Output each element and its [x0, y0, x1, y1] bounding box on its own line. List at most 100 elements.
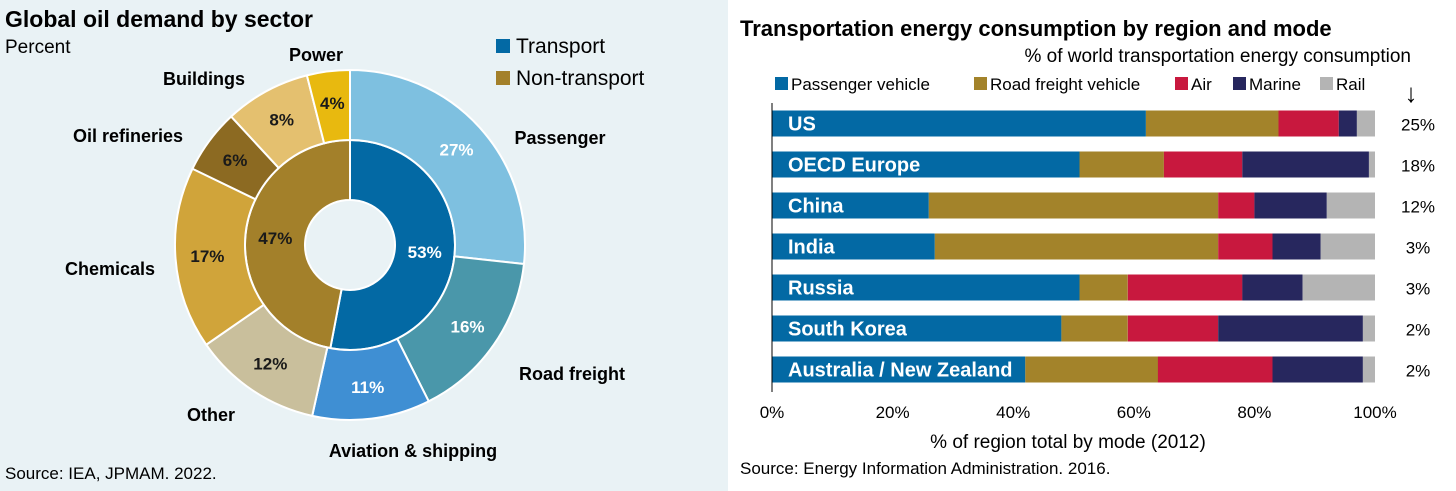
legend-swatch-marine: [1233, 77, 1246, 90]
pie-slices: [174, 68, 526, 421]
bar-segment-rail: [1320, 233, 1375, 260]
inner-value-label: 47%: [258, 229, 292, 248]
world-share-label: 25%: [1401, 116, 1435, 135]
pie-legend: Transport Non-transport: [496, 35, 645, 90]
bar-segment-air: [1163, 151, 1243, 178]
bar-segment-passenger-vehicle: [772, 233, 935, 260]
bar-segment-road-freight-vehicle: [1025, 356, 1158, 383]
category-label-power: Power: [289, 45, 343, 65]
world-share-label: 2%: [1406, 321, 1431, 340]
category-label: OECD Europe: [788, 155, 920, 177]
bar-segment-marine: [1242, 274, 1303, 301]
bar-segment-air: [1218, 192, 1255, 219]
bar-segment-rail: [1326, 192, 1375, 219]
bar-row-china: China 12%: [772, 192, 1435, 219]
bar-segment-rail: [1362, 356, 1375, 383]
category-label: India: [788, 237, 836, 259]
bar-segment-marine: [1338, 110, 1357, 137]
category-label: Russia: [788, 278, 854, 300]
bar-xlabel: % of region total by mode (2012): [930, 432, 1206, 453]
bar-segment-road-freight-vehicle: [1061, 315, 1128, 342]
bar-segment-road-freight-vehicle: [928, 192, 1219, 219]
outer-value-label: 16%: [450, 318, 484, 337]
bar-row-us: US 25%: [772, 110, 1435, 137]
category-label: China: [788, 196, 844, 218]
category-label: South Korea: [788, 319, 908, 341]
x-tick-label: 100%: [1353, 403, 1396, 422]
transport-energy-panel: Transportation energy consumption by reg…: [728, 0, 1456, 491]
inner-value-label: 53%: [408, 243, 442, 262]
x-tick-label: 60%: [1117, 403, 1151, 422]
bar-segment-road-freight-vehicle: [934, 233, 1219, 260]
world-share-label: 18%: [1401, 157, 1435, 176]
bar-segment-air: [1127, 274, 1243, 301]
category-label-oil-refineries: Oil refineries: [73, 126, 183, 146]
bar-segment-air: [1127, 315, 1219, 342]
category-label-buildings: Buildings: [163, 69, 245, 89]
category-label-aviation-shipping: Aviation & shipping: [329, 441, 497, 461]
pie-source: Source: IEA, JPMAM. 2022.: [5, 464, 217, 483]
bar-segment-marine: [1272, 233, 1321, 260]
bar-segment-passenger-vehicle: [772, 274, 1080, 301]
x-tick-label: 0%: [760, 403, 785, 422]
bar-segment-marine: [1254, 192, 1327, 219]
outer-value-label: 4%: [320, 94, 345, 113]
bar-title: Transportation energy consumption by reg…: [740, 16, 1332, 41]
bar-source: Source: Energy Information Administratio…: [740, 459, 1110, 478]
legend-swatch-rail: [1320, 77, 1333, 90]
legend-swatch-passenger-vehicle: [775, 77, 788, 90]
bar-segment-air: [1218, 233, 1273, 260]
bar-rows: US 25% OECD Europe 18% China 12% India 3% Russia…: [772, 110, 1435, 383]
world-share-label: 12%: [1401, 198, 1435, 217]
pie-labels: 53% 47% 27% 16% 11% 12% 17% 6% 8% 4% Passenger Road…: [65, 45, 625, 461]
legend-label-transport: Transport: [516, 35, 605, 58]
pie-title: Global oil demand by sector: [5, 6, 313, 32]
x-tick-label: 20%: [876, 403, 910, 422]
bar-row-south-korea: South Korea 2%: [772, 315, 1431, 342]
bar-segment-marine: [1218, 315, 1363, 342]
legend-label-marine: Marine: [1249, 75, 1301, 94]
oil-demand-donut-chart: Global oil demand by sector Percent Tran…: [5, 6, 645, 483]
legend-label-road-freight-vehicle: Road freight vehicle: [990, 75, 1140, 94]
category-label-passenger: Passenger: [514, 128, 605, 148]
bar-segment-passenger-vehicle: [772, 151, 1080, 178]
outer-slice-power: [305, 68, 351, 145]
bar-subtitle: % of world transportation energy consump…: [1024, 46, 1411, 67]
legend-swatch-transport: [496, 39, 510, 53]
bar-segment-marine: [1242, 151, 1369, 178]
outer-value-label: 11%: [351, 378, 384, 397]
bar-row-oecd-europe: OECD Europe 18%: [772, 151, 1435, 178]
legend-swatch-air: [1175, 77, 1188, 90]
category-label-road-freight: Road freight: [519, 364, 625, 384]
legend-swatch-non-transport: [496, 71, 510, 85]
x-tick-label: 80%: [1237, 403, 1271, 422]
bar-segment-passenger-vehicle: [772, 315, 1062, 342]
legend-label-rail: Rail: [1336, 75, 1365, 94]
bar-segment-road-freight-vehicle: [1145, 110, 1279, 137]
pie-subtitle: Percent: [5, 37, 71, 58]
bar-segment-road-freight-vehicle: [1079, 274, 1128, 301]
bar-segment-rail: [1362, 315, 1375, 342]
legend-label-air: Air: [1191, 75, 1212, 94]
transport-energy-bar-chart: Transportation energy consumption by reg…: [740, 16, 1435, 478]
outer-value-label: 27%: [439, 141, 473, 160]
category-label-other: Other: [187, 405, 235, 425]
x-axis: 0% 20% 40% 60% 80% 100%: [760, 103, 1397, 422]
category-label-chemicals: Chemicals: [65, 259, 155, 279]
world-share-label: 3%: [1406, 239, 1431, 258]
world-share-label: 2%: [1406, 362, 1431, 381]
bar-segment-passenger-vehicle: [772, 356, 1026, 383]
category-label: US: [788, 114, 816, 136]
bar-row-russia: Russia 3%: [772, 274, 1430, 301]
bar-segment-air: [1278, 110, 1339, 137]
outer-slice-passenger: [349, 68, 526, 266]
bar-segment-passenger-vehicle: [772, 110, 1146, 137]
oil-demand-panel: Global oil demand by sector Percent Tran…: [0, 0, 728, 491]
bar-segment-rail: [1302, 274, 1375, 301]
outer-value-label: 6%: [223, 151, 248, 170]
bar-row-india: India 3%: [772, 233, 1431, 260]
outer-value-label: 8%: [269, 110, 294, 129]
bar-row-australia-new-zealand: Australia / New Zealand 2%: [772, 356, 1431, 383]
outer-value-label: 17%: [190, 247, 224, 266]
x-tick-label: 40%: [996, 403, 1030, 422]
